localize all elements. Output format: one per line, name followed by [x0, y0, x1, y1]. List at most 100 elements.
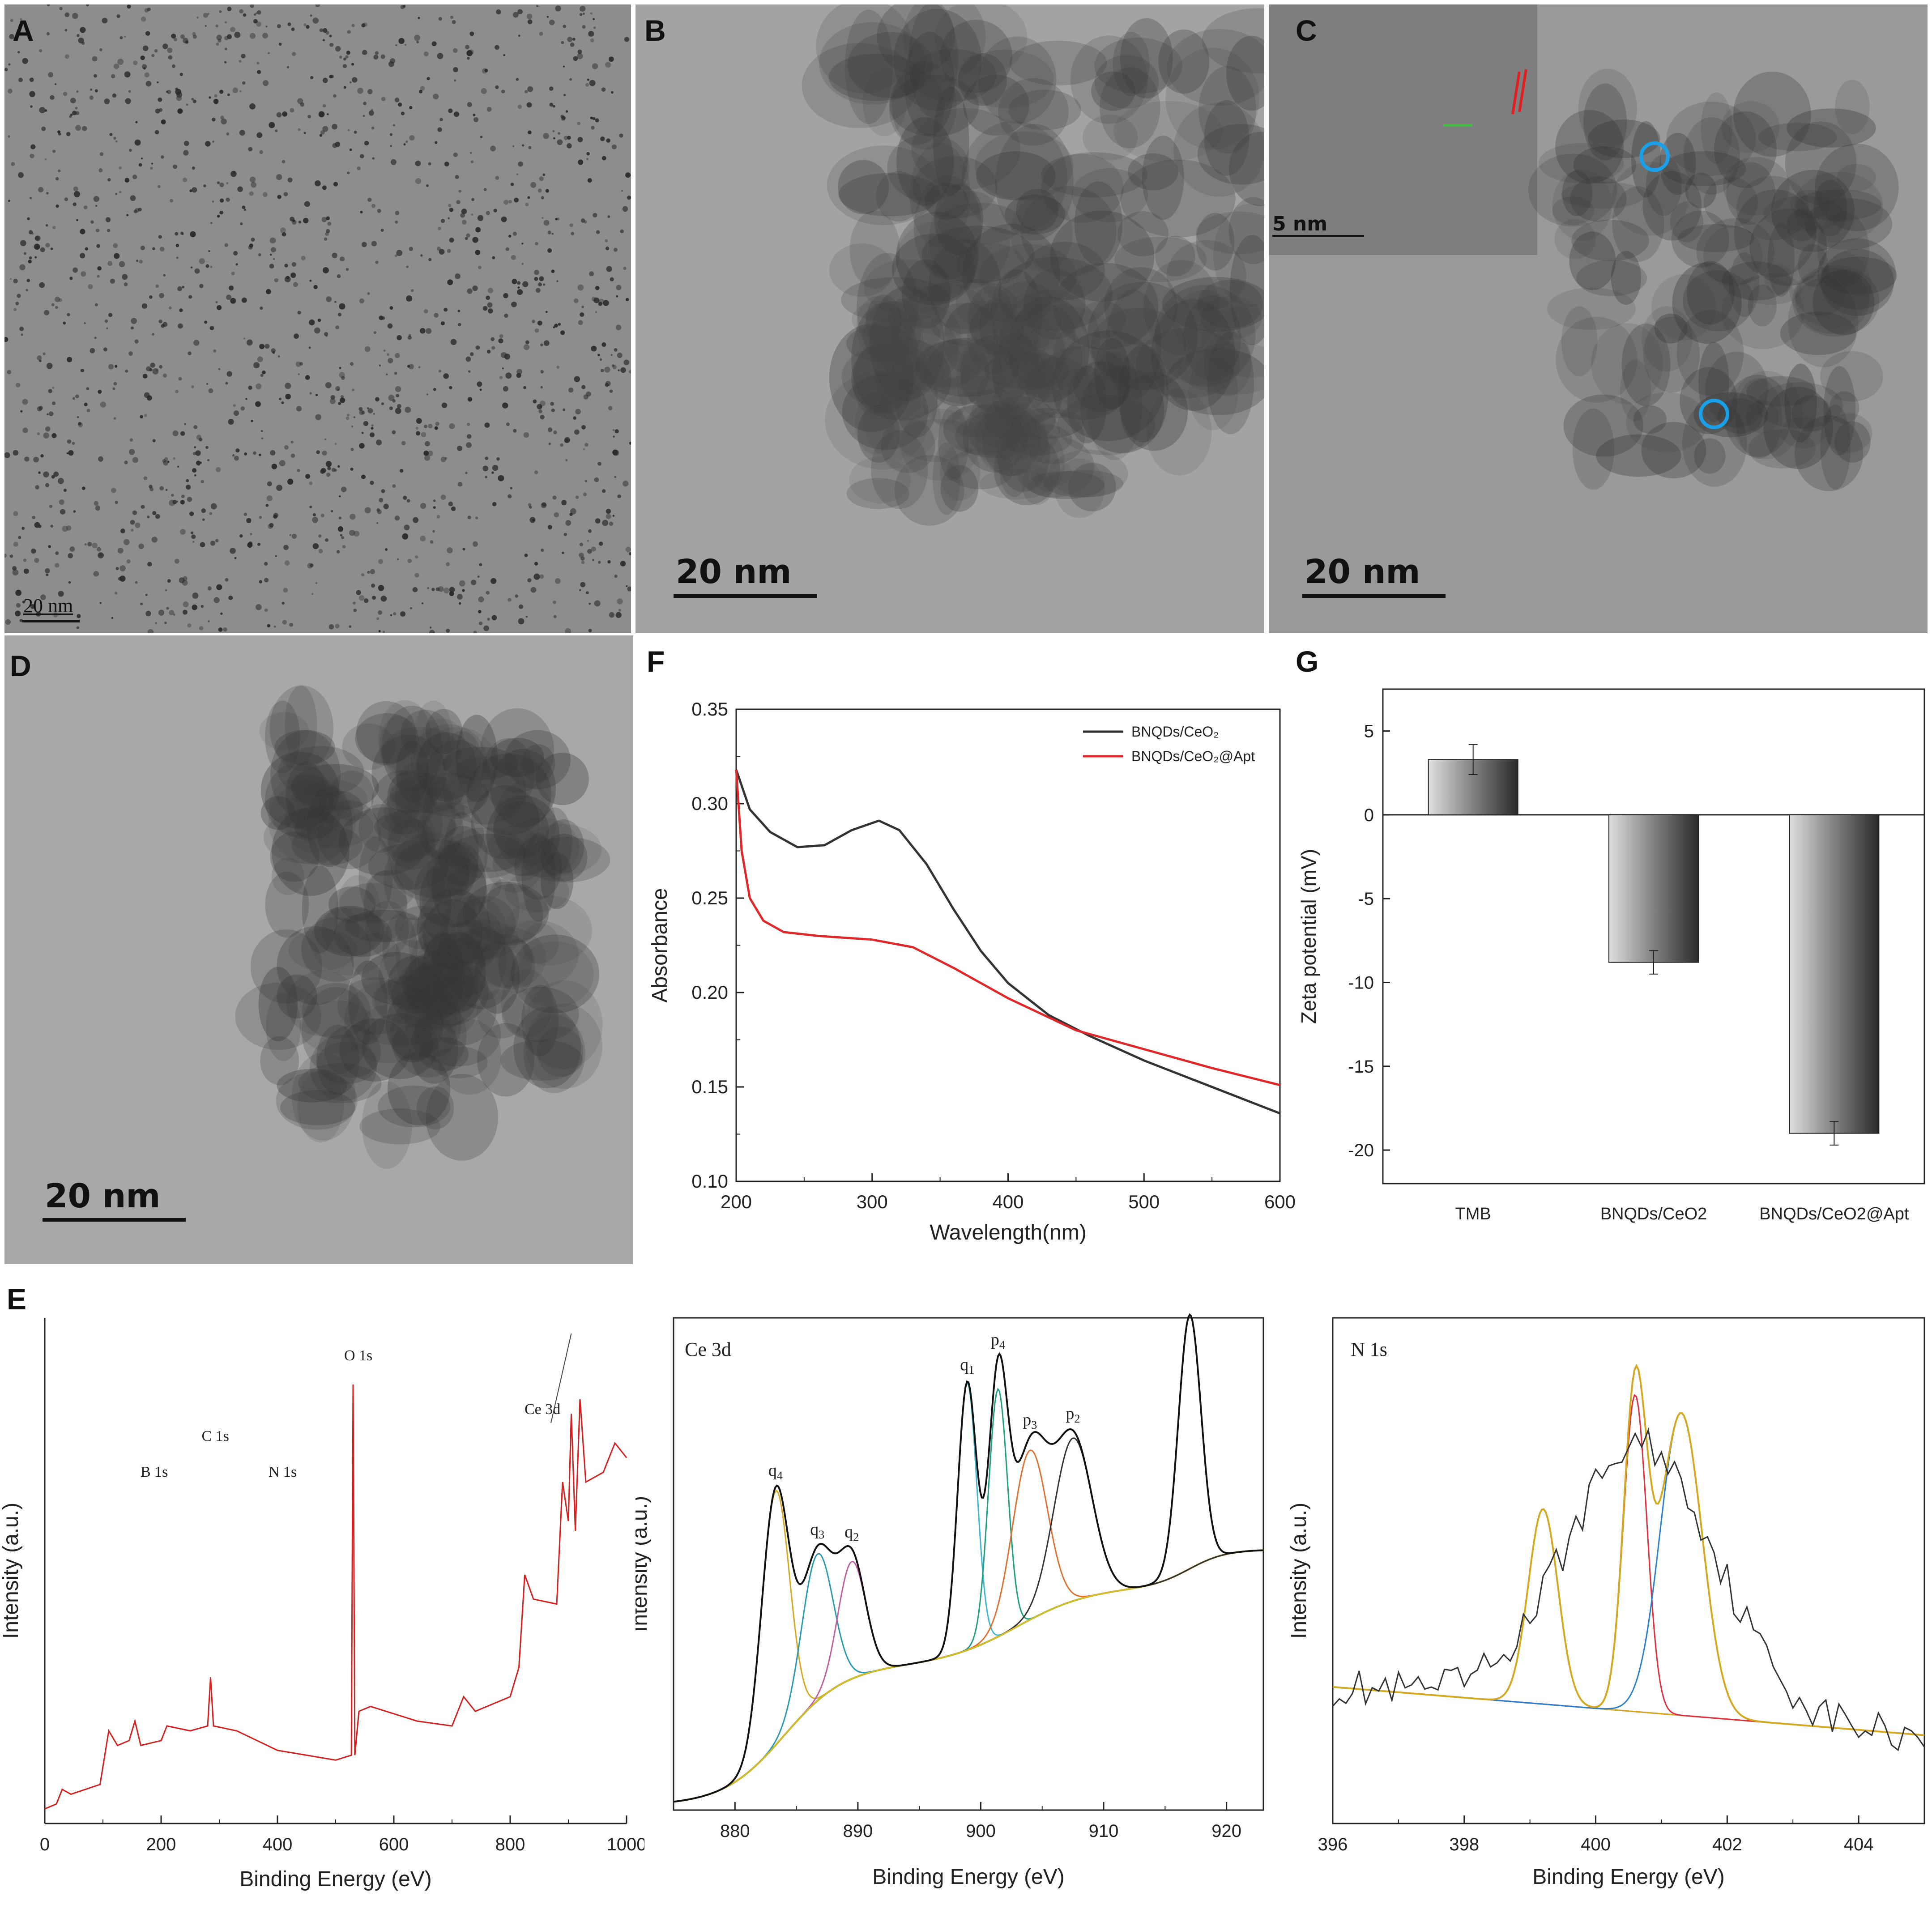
nanoparticle-dot: [402, 533, 409, 540]
nanoparticle-dot: [66, 452, 68, 455]
nanoparticle-dot: [437, 53, 444, 60]
particle-blob: [1100, 67, 1160, 149]
nanoparticle-dot: [539, 176, 544, 181]
particle-blob: [1032, 329, 1066, 403]
particle-blob: [395, 762, 434, 828]
nanoparticle-dot: [571, 232, 574, 235]
particle-blob: [887, 298, 917, 338]
particle-blob: [1016, 304, 1076, 369]
nanoparticle-dot: [364, 598, 369, 603]
nanoparticle-dot: [203, 184, 206, 187]
nanoparticle-dot: [240, 222, 243, 226]
nanoparticle-dot: [43, 432, 49, 439]
particle-blob: [1005, 194, 1065, 234]
legend-label-2: BNQDs/CeO₂@Apt: [1131, 748, 1255, 764]
particle-blob: [1142, 136, 1184, 220]
nanoparticle-dot: [49, 504, 53, 508]
nanoparticle-dot: [40, 247, 45, 252]
nanoparticle-dot: [518, 161, 523, 167]
nanoparticle-dot: [228, 418, 234, 425]
particle-blob: [1746, 376, 1816, 407]
nanoparticle-dot: [334, 301, 337, 303]
particle-blob: [1591, 323, 1663, 405]
particle-blob: [1804, 198, 1893, 250]
nanoparticle-dot: [601, 342, 606, 347]
particle-blob: [302, 865, 338, 954]
uv-vis-frame: [735, 708, 1281, 1182]
particle-blob: [1207, 332, 1254, 435]
nanoparticle-dot: [335, 46, 341, 52]
nanoparticle-dot: [461, 209, 467, 214]
nanoparticle-dot: [43, 471, 49, 478]
nanoparticle-dot: [13, 541, 18, 547]
nanoparticle-dot: [431, 41, 437, 47]
nanoparticle-dot: [152, 368, 159, 375]
nanoparticle-dot: [543, 220, 550, 226]
nanoparticle-dot: [345, 268, 349, 271]
particle-blob: [456, 896, 516, 952]
particle-blob: [915, 337, 1019, 397]
particle-blob: [892, 234, 975, 306]
nanoparticle-dot: [347, 171, 350, 175]
nanoparticle-dot: [426, 393, 428, 396]
nanoparticle-dot: [98, 390, 102, 394]
particle-blob: [1117, 211, 1169, 257]
nanoparticle-dot: [517, 9, 523, 15]
nanoparticle-dot: [339, 55, 342, 59]
particle-blob: [425, 709, 463, 754]
nanoparticle-dot: [219, 183, 224, 187]
particle-blob: [816, 4, 913, 94]
nanoparticle-dot: [510, 183, 514, 186]
nanoparticle-dot: [253, 362, 260, 369]
nanoparticle-dot: [473, 631, 477, 633]
nanoparticle-dot: [395, 353, 400, 358]
particle-blob: [523, 1014, 585, 1093]
nanoparticle-dot: [125, 369, 128, 373]
nanoparticle-dot: [465, 237, 468, 240]
nanoparticle-dot: [93, 74, 97, 78]
nanoparticle-dot: [64, 54, 69, 59]
nanoparticle-dot: [618, 609, 621, 612]
nanoparticle-dot: [23, 252, 26, 255]
particle-blob: [978, 243, 1077, 308]
nanoparticle-dot: [115, 501, 118, 504]
nanoparticle-dot: [164, 622, 167, 624]
nanoparticle-dot: [409, 607, 412, 609]
nanoparticle-dot: [67, 357, 73, 362]
particle-blob: [939, 444, 981, 501]
nanoparticle-dot: [55, 296, 60, 303]
nanoparticle-dot: [259, 453, 261, 456]
nanoparticle-dot: [553, 326, 555, 328]
particle-blob: [1117, 345, 1169, 443]
nanoparticle-dot: [69, 277, 73, 280]
particle-blob: [1561, 306, 1598, 376]
nanoparticle-dot: [421, 432, 426, 438]
nanoparticle-dot: [219, 10, 222, 13]
particle-blob: [1796, 189, 1882, 221]
nanoparticle-dot: [253, 451, 256, 455]
particle-blob: [1835, 80, 1870, 134]
nanoparticle-dot: [63, 321, 66, 325]
particle-blob: [301, 987, 370, 1074]
nanoparticle-dot: [309, 505, 312, 509]
particle-blob: [514, 835, 562, 900]
nanoparticle-dot: [486, 349, 491, 354]
hrtem-inset: [1269, 4, 1537, 255]
nanoparticle-dot: [139, 260, 143, 264]
particle-blob: [1576, 260, 1647, 297]
nanoparticle-dot: [282, 111, 288, 117]
nanoparticle-dot: [269, 523, 274, 528]
category-label-2: BNQDs/CeO2: [1600, 1205, 1707, 1223]
nanoparticle-dot: [609, 521, 614, 526]
particle-blob: [925, 183, 968, 220]
nanoparticle-dot: [333, 182, 338, 187]
nanoparticle-dot: [363, 421, 369, 426]
nanoparticle-dot: [625, 546, 631, 553]
nanoparticle-dot: [338, 402, 341, 405]
particle-blob: [1723, 157, 1790, 216]
particle-blob: [285, 685, 317, 766]
nanoparticle-dot: [327, 222, 332, 226]
nanoparticle-dot: [224, 36, 229, 41]
nanoparticle-dot: [540, 343, 543, 347]
particle-blob: [1813, 269, 1875, 335]
